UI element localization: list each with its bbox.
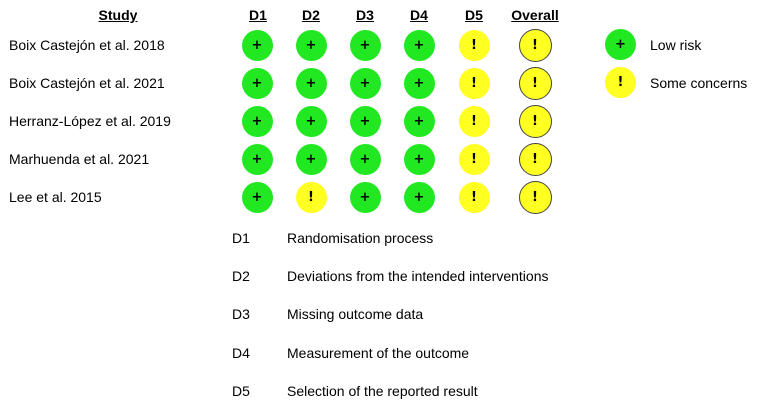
d4-judgement-low-risk-icon: + — [403, 105, 435, 137]
d4-judgement-low-risk-icon: + — [403, 181, 435, 213]
d1-judgement-low-risk-icon: + — [241, 143, 273, 175]
d3-judgement-low-risk-icon: + — [349, 67, 381, 99]
d4-judgement-low-risk-icon: + — [403, 29, 435, 61]
domain-description: Deviations from the intended interventio… — [287, 268, 549, 284]
d5-judgement-some-concerns-icon: ! — [458, 105, 490, 137]
legend-some-concerns-icon: ! — [605, 67, 636, 98]
d4-judgement-low-risk-icon: + — [403, 143, 435, 175]
d2-judgement-low-risk-icon: + — [295, 105, 327, 137]
domain-description: Selection of the reported result — [287, 383, 478, 399]
d3-judgement-low-risk-icon: + — [349, 29, 381, 61]
overall-judgement-some-concerns-icon: ! — [518, 142, 552, 176]
d4-judgement-low-risk-icon: + — [403, 67, 435, 99]
domain-description: Measurement of the outcome — [287, 345, 470, 361]
overall-judgement-some-concerns-icon: ! — [518, 66, 552, 100]
domain-description: Missing outcome data — [287, 306, 424, 322]
d2-judgement-some-concerns-icon: ! — [295, 181, 327, 213]
domain-code: D4 — [232, 345, 250, 361]
d3-judgement-low-risk-icon: + — [349, 181, 381, 213]
study-name: Lee et al. 2015 — [9, 189, 102, 205]
header-d4: D4 — [410, 7, 428, 23]
overall-judgement-some-concerns-icon: ! — [518, 28, 552, 62]
d1-judgement-low-risk-icon: + — [241, 29, 273, 61]
domain-description: Randomisation process — [287, 230, 434, 246]
d2-judgement-low-risk-icon: + — [295, 29, 327, 61]
overall-judgement-some-concerns-icon: ! — [518, 104, 552, 138]
overall-judgement-some-concerns-icon: ! — [518, 180, 552, 214]
domain-code: D1 — [232, 230, 250, 246]
d1-judgement-low-risk-icon: + — [241, 105, 273, 137]
header-study: Study — [98, 7, 138, 23]
legend-low-risk-icon: + — [605, 29, 636, 60]
d2-judgement-low-risk-icon: + — [295, 143, 327, 175]
legend-some-concerns-label: Some concerns — [650, 75, 748, 91]
study-name: Boix Castejón et al. 2018 — [9, 37, 165, 53]
d5-judgement-some-concerns-icon: ! — [458, 67, 490, 99]
d3-judgement-low-risk-icon: + — [349, 105, 381, 137]
d1-judgement-low-risk-icon: + — [241, 181, 273, 213]
study-name: Boix Castejón et al. 2021 — [9, 75, 165, 91]
study-name: Herranz-López et al. 2019 — [9, 113, 171, 129]
domain-code: D3 — [232, 306, 250, 322]
header-d1: D1 — [249, 7, 267, 23]
d5-judgement-some-concerns-icon: ! — [458, 143, 490, 175]
study-name: Marhuenda et al. 2021 — [9, 151, 150, 167]
d1-judgement-low-risk-icon: + — [241, 67, 273, 99]
header-d2: D2 — [302, 7, 320, 23]
header-overall: Overall — [511, 7, 559, 23]
legend-low-risk-label: Low risk — [650, 37, 702, 53]
d3-judgement-low-risk-icon: + — [349, 143, 381, 175]
d5-judgement-some-concerns-icon: ! — [458, 181, 490, 213]
header-d5: D5 — [465, 7, 483, 23]
d2-judgement-low-risk-icon: + — [295, 67, 327, 99]
domain-code: D2 — [232, 268, 250, 284]
header-d3: D3 — [356, 7, 374, 23]
d5-judgement-some-concerns-icon: ! — [458, 29, 490, 61]
domain-code: D5 — [232, 383, 250, 399]
